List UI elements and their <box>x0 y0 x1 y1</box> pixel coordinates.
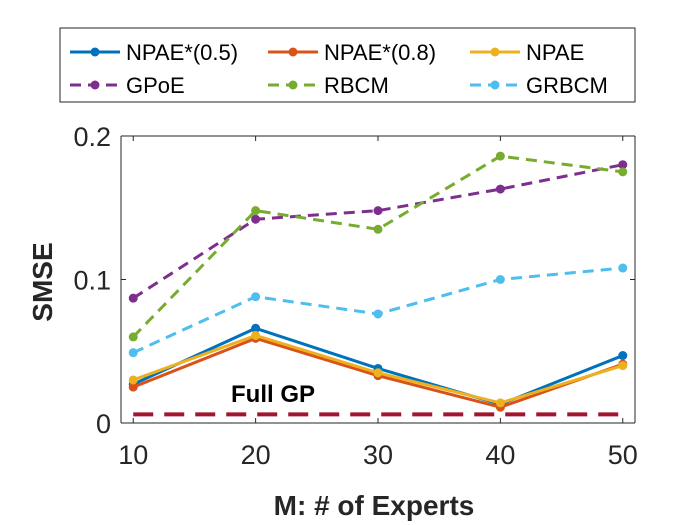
legend-label: NPAE*(0.8) <box>324 40 436 65</box>
legend-marker <box>490 80 500 90</box>
data-point-npae-0-5 <box>618 351 628 361</box>
legend-marker <box>90 47 100 57</box>
x-tick-label: 20 <box>241 440 271 470</box>
data-point-grbcm <box>373 309 383 319</box>
data-point-npae-0-8 <box>128 382 138 392</box>
legend-label: NPAE <box>526 40 584 65</box>
data-point-rbcm <box>128 332 138 342</box>
y-tick-label: 0.1 <box>73 266 111 296</box>
y-tick-label: 0.2 <box>73 122 111 152</box>
series-grbcm <box>128 263 628 358</box>
data-point-grbcm <box>128 348 138 358</box>
full-gp-annotation: Full GP <box>231 381 315 408</box>
data-point-gpoe <box>128 293 138 303</box>
data-point-npae <box>128 375 138 385</box>
legend-item-grbcm: GRBCM <box>470 73 608 98</box>
legend-item-npae-0-8: NPAE*(0.8) <box>268 40 436 65</box>
x-axis-title: M: # of Experts <box>274 490 475 521</box>
data-point-grbcm <box>251 292 261 302</box>
legend-marker <box>90 80 100 90</box>
legend-marker <box>490 47 500 57</box>
legend-item-rbcm: RBCM <box>268 73 389 98</box>
data-point-npae <box>618 361 628 371</box>
data-point-rbcm <box>373 224 383 234</box>
data-point-rbcm <box>618 167 628 177</box>
data-point-grbcm <box>495 275 505 284</box>
data-point-grbcm <box>618 263 628 273</box>
data-point-npae <box>251 330 261 340</box>
series-line-rbcm <box>132 154 623 338</box>
x-tick-label: 10 <box>118 440 148 470</box>
series-gpoe <box>128 160 628 303</box>
y-axis-title: SMSE <box>27 242 58 321</box>
series-rbcm <box>128 151 628 342</box>
legend: NPAE*(0.5) NPAE*(0.8) NPAE GPoE RBCM GRBCM <box>59 27 636 103</box>
data-point-npae-0-5 <box>251 323 261 333</box>
data-point-rbcm <box>251 206 261 216</box>
legend-label: GRBCM <box>526 73 608 98</box>
data-point-npae <box>373 368 383 378</box>
legend-item-npae: NPAE <box>470 40 584 65</box>
legend-label: NPAE*(0.5) <box>126 40 238 65</box>
data-point-gpoe <box>251 214 261 224</box>
legend-label: RBCM <box>324 73 389 98</box>
legend-item-npae-0-5: NPAE*(0.5) <box>70 40 238 65</box>
y-tick-label: 0 <box>96 409 111 439</box>
x-tick-label: 30 <box>363 440 393 470</box>
series-line-gpoe <box>132 163 624 300</box>
legend-marker <box>288 80 298 90</box>
data-point-gpoe <box>618 160 628 170</box>
x-tick-label: 50 <box>608 440 638 470</box>
data-point-npae <box>495 398 505 408</box>
series-npae <box>128 330 628 408</box>
legend-box <box>59 27 636 103</box>
data-point-gpoe <box>373 206 383 216</box>
x-tick-label: 40 <box>485 440 515 470</box>
legend-marker <box>288 47 298 57</box>
data-point-rbcm <box>495 151 505 161</box>
legend-label: GPoE <box>126 73 185 98</box>
legend-item-gpoe: GPoE <box>70 73 185 98</box>
data-point-gpoe <box>495 184 505 194</box>
